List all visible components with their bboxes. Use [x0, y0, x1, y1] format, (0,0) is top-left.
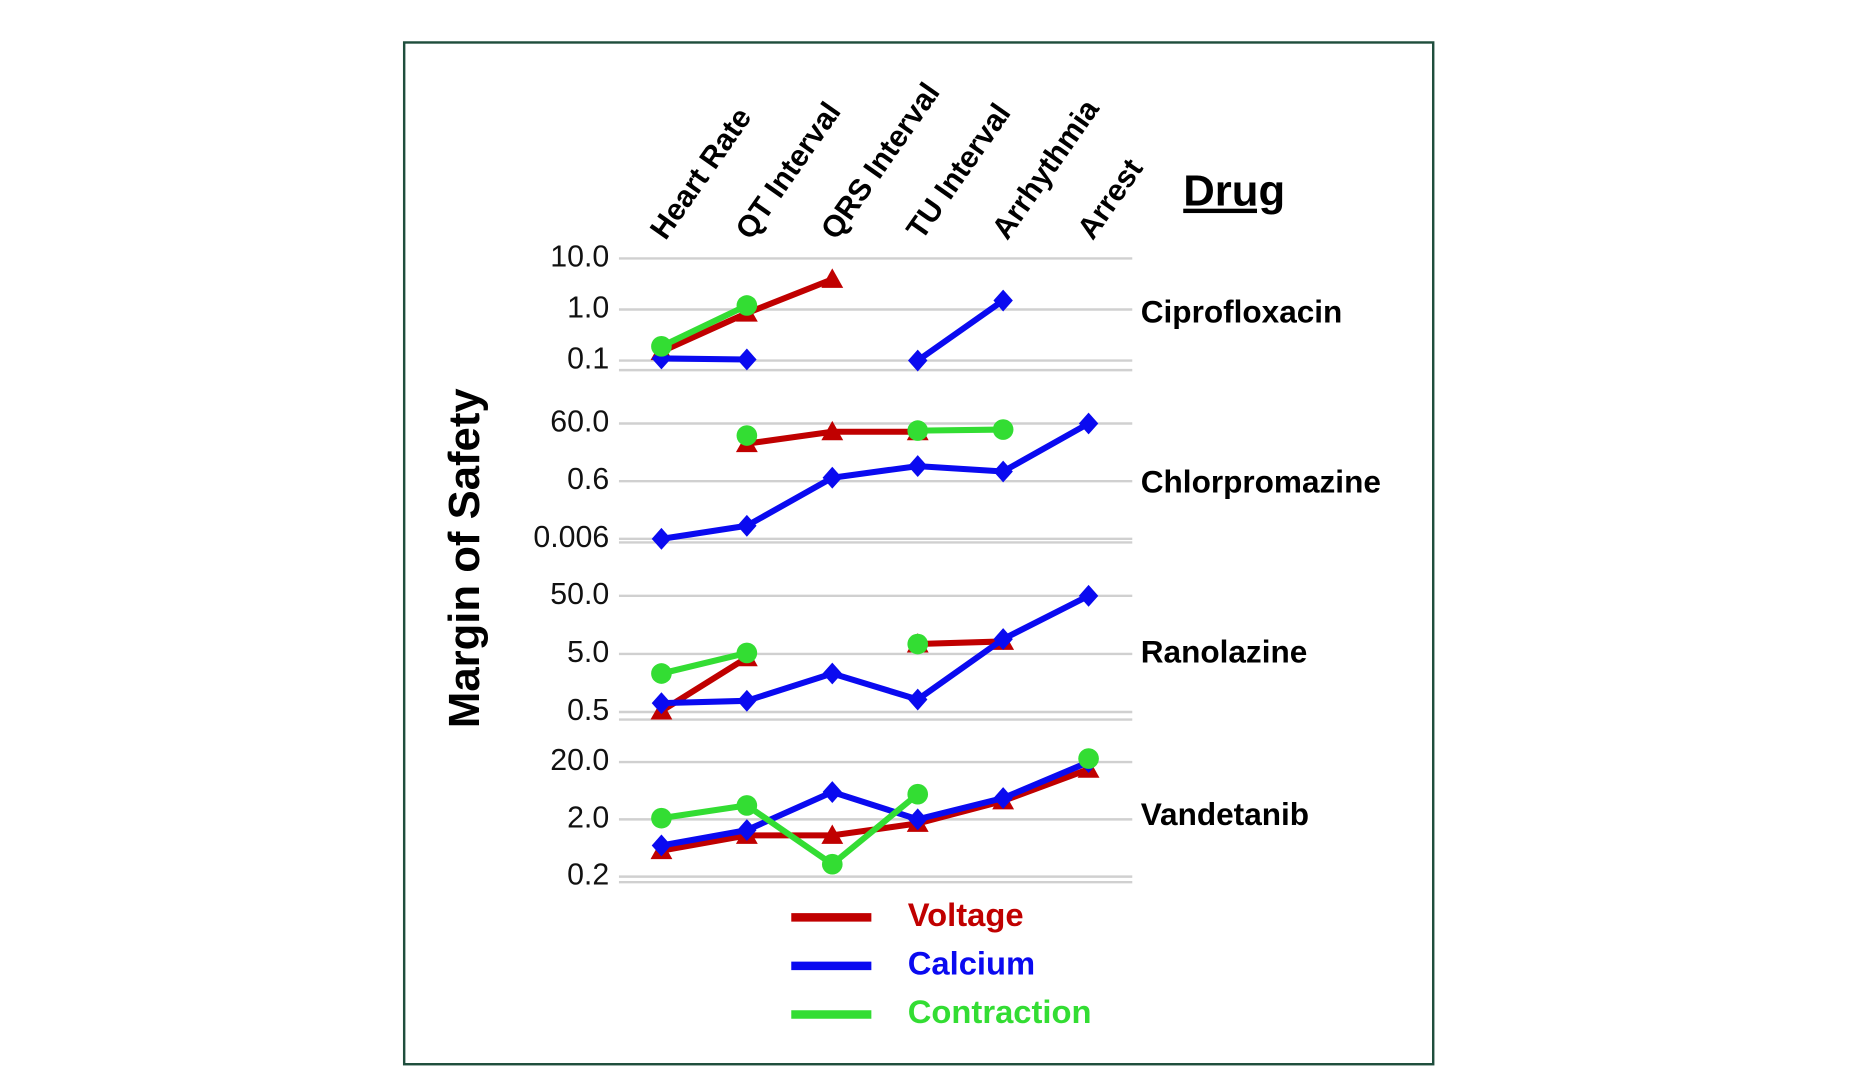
series-line [660, 420, 1091, 542]
marker [821, 853, 843, 875]
y-tick-label: 0.5 [567, 694, 609, 727]
marker [737, 689, 757, 712]
y-tick-label: 5.0 [567, 636, 609, 669]
marker [908, 455, 928, 478]
panel-name: Ciprofloxacin [1141, 294, 1343, 330]
marker [821, 824, 844, 844]
marker [821, 268, 844, 288]
y-tick-label: 10.0 [550, 240, 609, 273]
marker [821, 420, 844, 441]
marker [651, 692, 672, 715]
marker [736, 795, 758, 816]
series-line [661, 298, 1005, 364]
legend-label: Calcium [908, 945, 1035, 982]
marker [651, 834, 672, 857]
marker [908, 688, 928, 711]
marker [737, 819, 757, 841]
marker [908, 349, 928, 372]
marker [737, 348, 757, 371]
y-tick-label: 0.006 [533, 521, 609, 554]
marker [993, 787, 1013, 810]
series-line [917, 426, 1004, 434]
marker [736, 642, 758, 664]
marker [908, 808, 928, 831]
y-tick-label: 60.0 [550, 406, 609, 439]
legend-label: Contraction [908, 993, 1092, 1030]
y-tick-label: 50.0 [550, 578, 609, 611]
panel-name: Ranolazine [1141, 633, 1308, 669]
y-axis-label: Margin of Safety [440, 388, 489, 728]
marker [651, 336, 672, 357]
marker [822, 662, 842, 685]
y-tick-label: 0.6 [567, 463, 609, 496]
marker [1078, 748, 1099, 769]
marker [907, 420, 929, 441]
panel-name: Chlorpromazine [1141, 464, 1381, 500]
panel-name: Vandetanib [1141, 796, 1309, 832]
marker [907, 783, 929, 805]
series-line [660, 766, 1090, 854]
marker [736, 295, 758, 316]
legend-label: Voltage [908, 896, 1024, 933]
marker [736, 425, 758, 446]
y-tick-label: 1.0 [567, 292, 609, 325]
series-line [660, 302, 749, 350]
series-line [660, 759, 1090, 849]
marker [822, 466, 842, 489]
y-tick-label: 0.1 [567, 343, 609, 376]
y-tick-label: 20.0 [550, 744, 609, 777]
marker [1078, 584, 1099, 607]
panel-heading: Drug [1183, 167, 1285, 216]
marker [651, 663, 672, 684]
marker [737, 514, 757, 537]
marker [651, 807, 672, 829]
marker [907, 633, 929, 655]
marker [651, 527, 672, 550]
marker [822, 781, 842, 803]
y-tick-label: 0.2 [567, 859, 609, 892]
marker [993, 628, 1013, 651]
y-tick-label: 2.0 [567, 801, 609, 834]
series-line [661, 593, 1090, 707]
frame [402, 41, 1435, 1066]
marker [992, 419, 1014, 440]
